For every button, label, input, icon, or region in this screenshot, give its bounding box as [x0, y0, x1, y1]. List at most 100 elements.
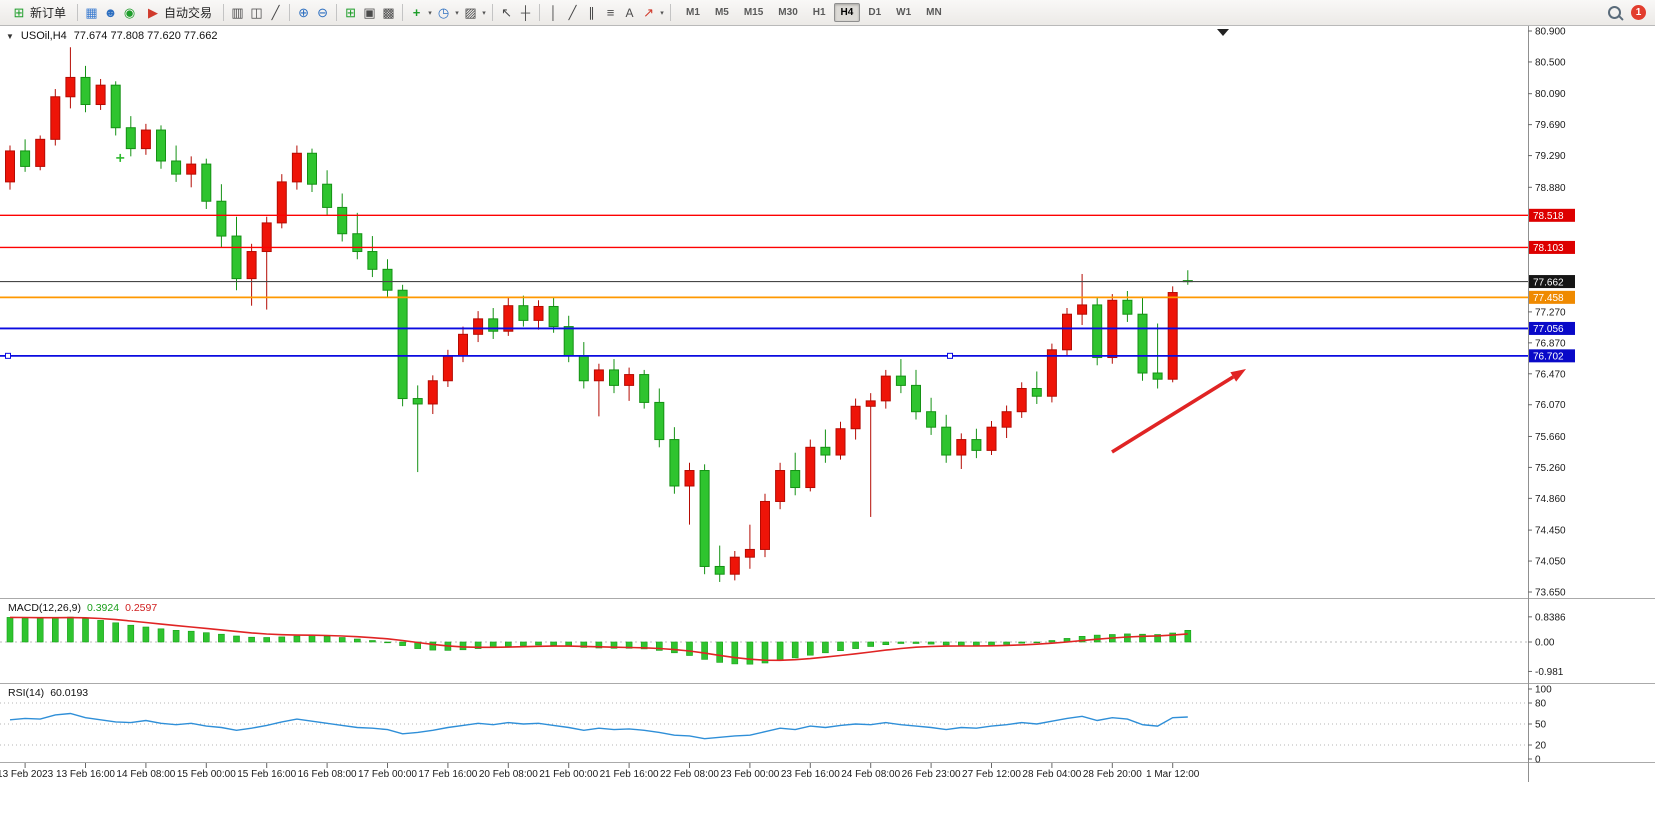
zoom-in-icon[interactable]: ⊕ [298, 5, 309, 20]
toolbar-separator [402, 4, 404, 21]
svg-text:75.260: 75.260 [1535, 463, 1566, 474]
svg-text:74.450: 74.450 [1535, 526, 1566, 537]
add-indicator-icon[interactable]: + [412, 5, 421, 20]
svg-text:77.270: 77.270 [1535, 307, 1566, 318]
svg-text:15 Feb 16:00: 15 Feb 16:00 [237, 769, 296, 780]
community-icon[interactable]: ◉ [123, 5, 136, 20]
template-dropdown-icon[interactable]: ▾ [482, 9, 486, 17]
arrows-icon[interactable]: ↗ [643, 5, 654, 20]
timeframe-m15-button[interactable]: M15 [737, 3, 770, 22]
fibonacci-icon[interactable]: ≡ [606, 5, 615, 20]
auto-arrange-icon[interactable]: ▣ [363, 5, 376, 20]
svg-text:80.090: 80.090 [1535, 89, 1566, 100]
svg-text:23 Feb 16:00: 23 Feb 16:00 [781, 769, 840, 780]
svg-text:50: 50 [1535, 720, 1547, 731]
svg-text:24 Feb 08:00: 24 Feb 08:00 [841, 769, 900, 780]
chart-window-icon[interactable]: ▦ [85, 5, 98, 20]
toolbar-separator [670, 4, 672, 21]
timeframe-m30-button[interactable]: M30 [771, 3, 804, 22]
auto-trading-icon: ▶ [148, 5, 159, 20]
svg-text:28 Feb 04:00: 28 Feb 04:00 [1022, 769, 1081, 780]
timeframe-m5-button[interactable]: M5 [708, 3, 736, 22]
svg-text:76.070: 76.070 [1535, 400, 1566, 411]
svg-text:78.518: 78.518 [1533, 211, 1564, 222]
candlestick-chart-icon[interactable]: ◫ [250, 5, 263, 20]
arrows-dropdown-icon[interactable]: ▾ [660, 9, 664, 17]
text-label-icon[interactable]: A [625, 5, 634, 20]
equidistant-channel-icon[interactable]: ∥ [588, 5, 595, 20]
svg-text:15 Feb 00:00: 15 Feb 00:00 [177, 769, 236, 780]
timeframe-m1-button[interactable]: M1 [679, 3, 707, 22]
add-indicator-dropdown-icon[interactable]: ▾ [428, 9, 432, 17]
new-order-button[interactable]: ⊞ 新订单 [5, 0, 73, 25]
svg-text:79.690: 79.690 [1535, 120, 1566, 131]
svg-text:17 Feb 00:00: 17 Feb 00:00 [358, 769, 417, 780]
timeframe-w1-button[interactable]: W1 [889, 3, 918, 22]
svg-text:23 Feb 00:00: 23 Feb 00:00 [720, 769, 779, 780]
svg-text:79.290: 79.290 [1535, 151, 1566, 162]
svg-text:77.662: 77.662 [1533, 277, 1564, 288]
notification-badge[interactable]: 1 [1631, 5, 1646, 20]
period-icon[interactable]: ◷ [437, 5, 450, 20]
svg-text:75.660: 75.660 [1535, 432, 1566, 443]
timeframe-group: M1 M5 M15 M30 H1 H4 D1 W1 MN [679, 3, 949, 22]
svg-text:14 Feb 08:00: 14 Feb 08:00 [116, 769, 175, 780]
svg-text:28 Feb 20:00: 28 Feb 20:00 [1083, 769, 1142, 780]
period-dropdown-icon[interactable]: ▾ [455, 9, 459, 17]
timeframe-h1-button[interactable]: H1 [806, 3, 833, 22]
search-icon[interactable] [1608, 6, 1621, 19]
timeframe-d1-button[interactable]: D1 [861, 3, 888, 22]
new-order-icon: ⊞ [13, 5, 25, 20]
vertical-line-icon[interactable]: │ [549, 5, 558, 20]
bar-chart-icon[interactable]: ▥ [231, 5, 244, 20]
toolbar-separator [77, 4, 79, 21]
svg-text:-0.981: -0.981 [1535, 667, 1564, 678]
svg-text:21 Feb 00:00: 21 Feb 00:00 [539, 769, 598, 780]
toolbar-separator [223, 4, 225, 21]
svg-text:21 Feb 16:00: 21 Feb 16:00 [600, 769, 659, 780]
svg-text:26 Feb 23:00: 26 Feb 23:00 [902, 769, 961, 780]
svg-text:74.050: 74.050 [1535, 557, 1566, 568]
crosshair-icon[interactable]: ┼ [520, 5, 531, 20]
svg-text:78.103: 78.103 [1533, 243, 1564, 254]
svg-text:17 Feb 16:00: 17 Feb 16:00 [418, 769, 477, 780]
svg-text:76.702: 76.702 [1533, 352, 1564, 363]
svg-text:13 Feb 16:00: 13 Feb 16:00 [56, 769, 115, 780]
toolbar-separator [336, 4, 338, 21]
trendline-icon[interactable]: ╱ [568, 5, 577, 20]
profile-icon[interactable]: ☻ [103, 5, 118, 20]
timeframe-h4-button[interactable]: H4 [833, 3, 861, 22]
svg-text:77.056: 77.056 [1533, 324, 1564, 335]
zoom-out-icon[interactable]: ⊖ [317, 5, 328, 20]
toolbar-separator [289, 4, 291, 21]
svg-text:1 Mar 12:00: 1 Mar 12:00 [1146, 769, 1200, 780]
svg-text:80: 80 [1535, 699, 1547, 710]
svg-text:73.650: 73.650 [1535, 588, 1566, 599]
svg-text:78.880: 78.880 [1535, 183, 1566, 194]
svg-text:80.500: 80.500 [1535, 57, 1566, 68]
auto-trading-label: 自动交易 [164, 6, 213, 20]
toolbar-separator [492, 4, 494, 21]
svg-text:13 Feb 2023: 13 Feb 2023 [0, 769, 54, 780]
svg-text:22 Feb 08:00: 22 Feb 08:00 [660, 769, 719, 780]
svg-text:74.860: 74.860 [1535, 494, 1566, 505]
svg-text:0.00: 0.00 [1535, 638, 1555, 649]
svg-text:0.8386: 0.8386 [1535, 612, 1566, 623]
chart-window: 80.900 80.500 80.090 79.690 79.290 78.880 77.2… [0, 26, 1655, 827]
template-icon[interactable]: ▨ [464, 5, 477, 20]
svg-text:76.870: 76.870 [1535, 338, 1566, 349]
tile-windows-icon[interactable]: ⊞ [345, 5, 356, 20]
svg-text:80.900: 80.900 [1535, 27, 1566, 38]
price-chart-canvas[interactable]: 80.900 80.500 80.090 79.690 79.290 78.880 77.2… [0, 26, 1655, 827]
auto-trading-button[interactable]: ▶ 自动交易 [139, 0, 219, 25]
line-chart-icon[interactable]: ╱ [271, 5, 280, 20]
svg-text:76.470: 76.470 [1535, 369, 1566, 380]
svg-text:77.458: 77.458 [1533, 293, 1564, 304]
cursor-icon[interactable]: ↖ [501, 5, 512, 20]
svg-text:20 Feb 08:00: 20 Feb 08:00 [479, 769, 538, 780]
cascade-windows-icon[interactable]: ▩ [382, 5, 395, 20]
timeframe-mn-button[interactable]: MN [919, 3, 949, 22]
new-order-label: 新订单 [30, 6, 67, 20]
svg-text:27 Feb 12:00: 27 Feb 12:00 [962, 769, 1021, 780]
svg-text:0: 0 [1535, 755, 1541, 766]
